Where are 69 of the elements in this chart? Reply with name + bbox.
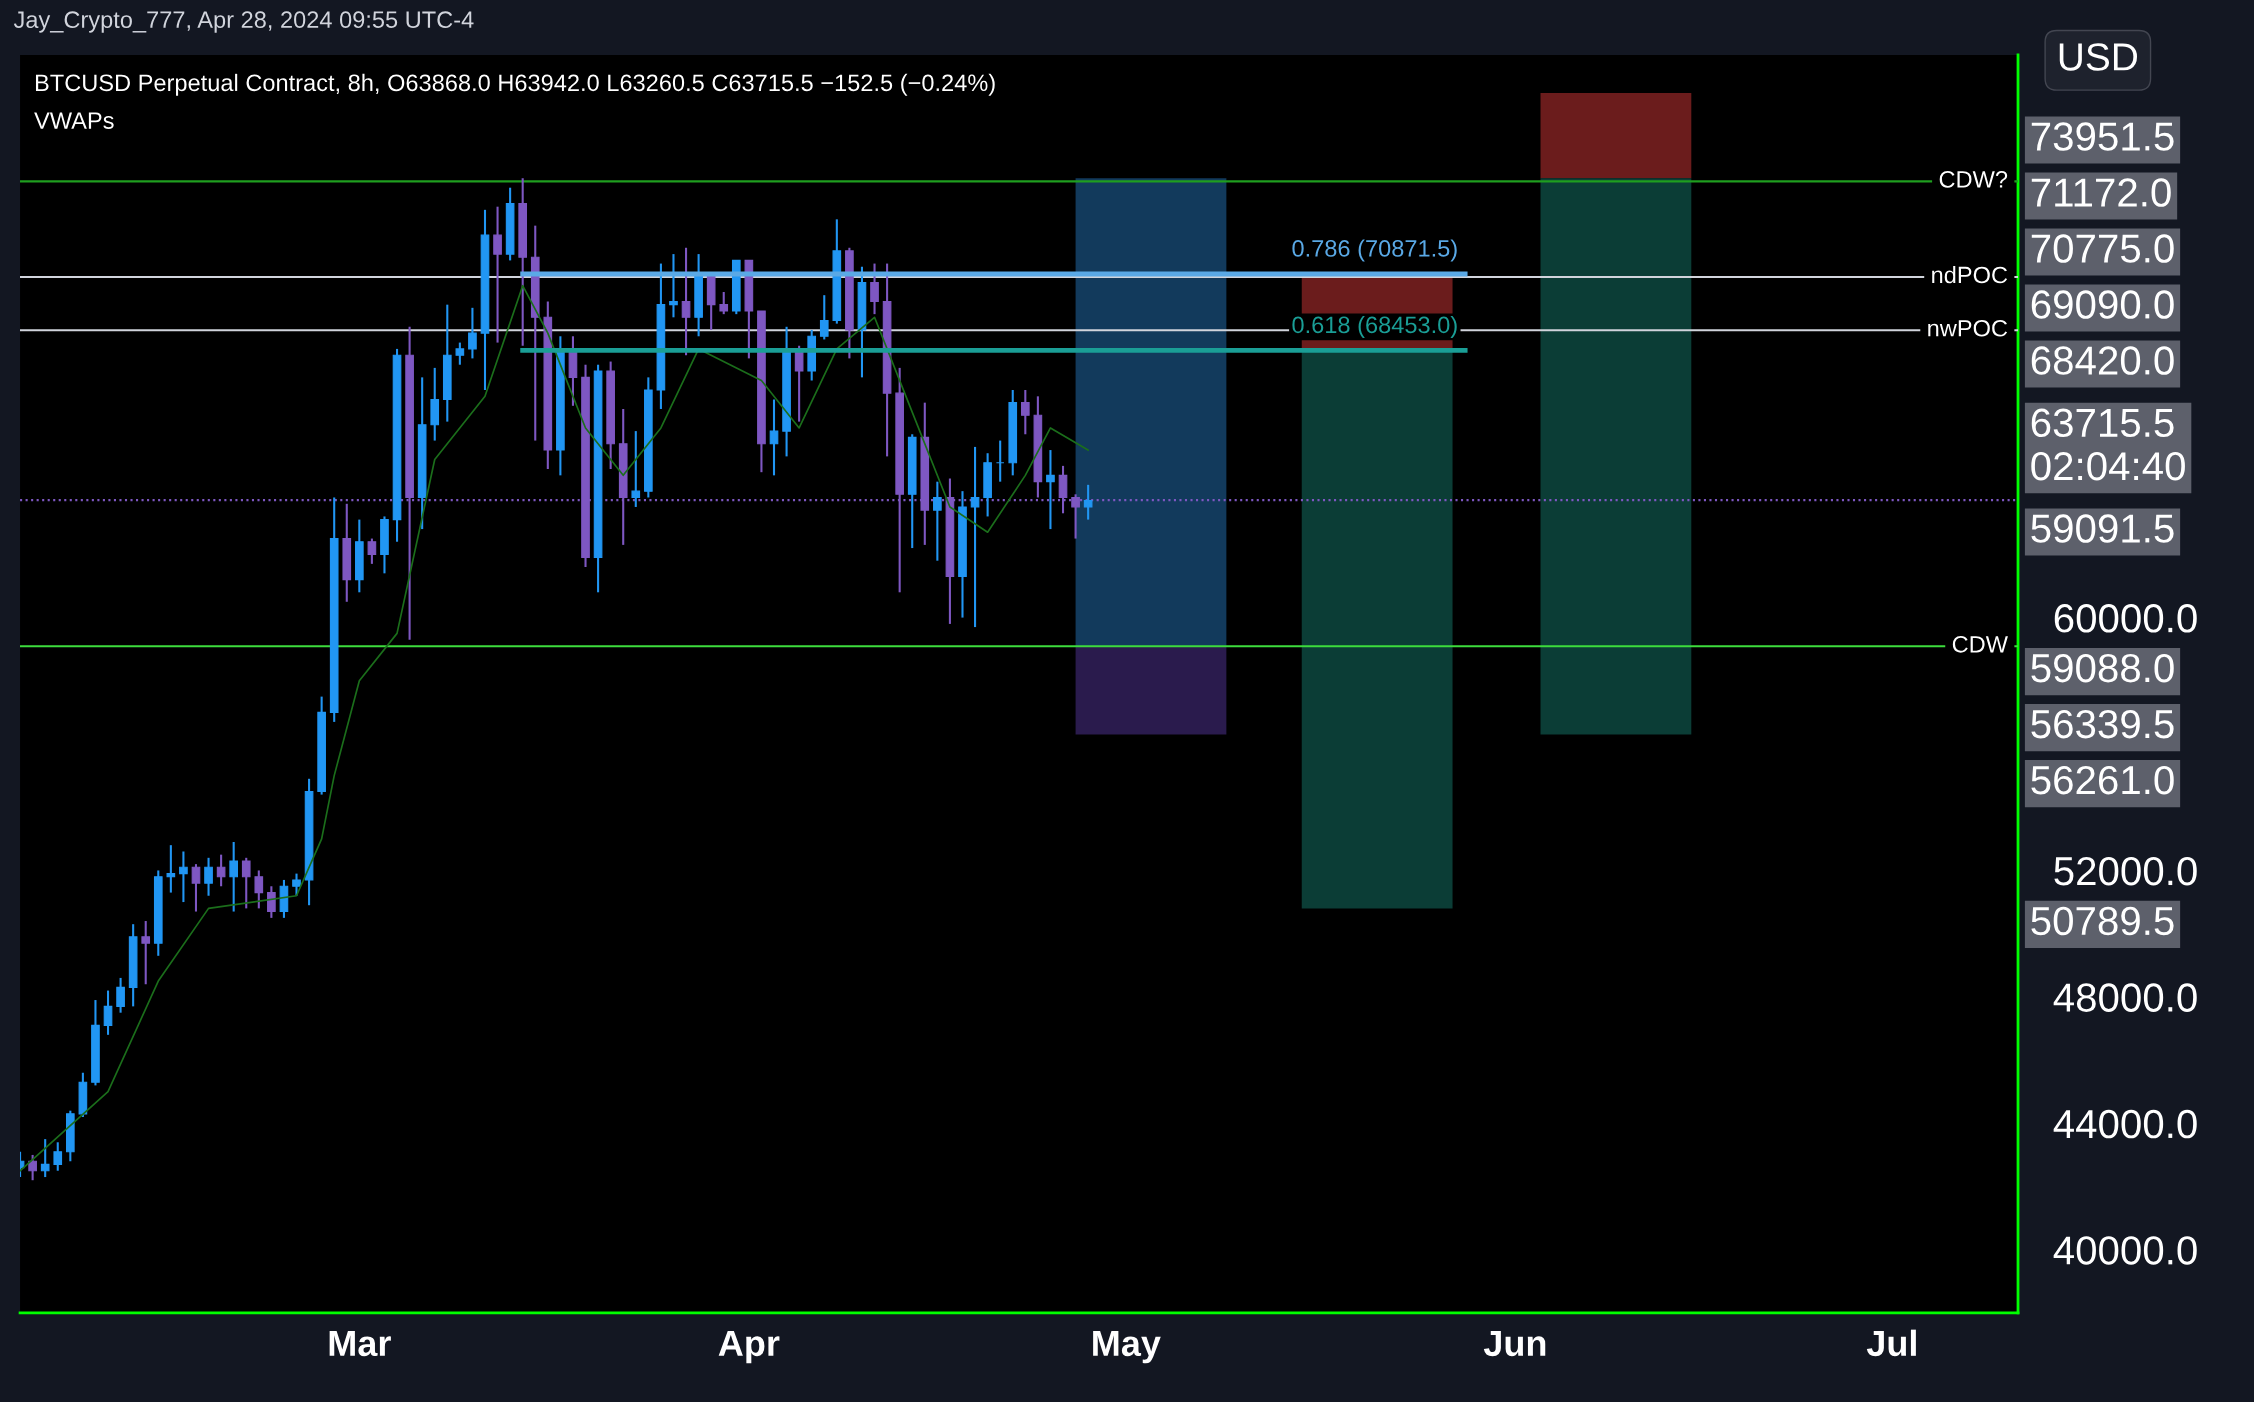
series-label: 0.618 (68453.0) bbox=[1292, 315, 1457, 338]
candlestick bbox=[204, 856, 213, 897]
candlestick bbox=[28, 1153, 37, 1182]
x-tick-label: Mar bbox=[329, 1330, 391, 1357]
text: 56339.5 bbox=[2031, 709, 2174, 739]
y-tick-label: 60000.0 bbox=[2054, 604, 2197, 633]
candlestick bbox=[216, 853, 226, 888]
text: 70775.0 bbox=[2031, 234, 2174, 263]
text: 50789.5 bbox=[2031, 906, 2174, 936]
text: 59091.5 bbox=[2031, 514, 2174, 543]
candlestick bbox=[669, 253, 678, 319]
text: Jay_Crypto_777, Apr 28, 2024 09:55 UTC-4 bbox=[13, 11, 474, 33]
text: 68420.0 bbox=[2031, 346, 2174, 375]
candlestick bbox=[819, 294, 829, 341]
bar bbox=[1075, 178, 1227, 647]
y-tick-label: 52000.0 bbox=[2054, 856, 2197, 886]
ref-line-label: CDW bbox=[1952, 635, 2008, 653]
candlestick bbox=[970, 445, 980, 629]
candlestick bbox=[292, 872, 301, 897]
candlestick bbox=[1083, 483, 1093, 521]
ref-line-label: CDW? bbox=[1939, 171, 2008, 188]
x-tick-label: Jul bbox=[1866, 1329, 1916, 1357]
series-label: 0.786 (70871.5) bbox=[1292, 239, 1457, 262]
ref-line-label: ndPOC bbox=[1932, 266, 2008, 284]
text: VWAPs bbox=[34, 112, 114, 129]
y-axis-title: USD bbox=[2059, 43, 2138, 71]
text: 59088.0 bbox=[2031, 653, 2174, 683]
x-tick-label: Apr bbox=[718, 1330, 780, 1364]
bar bbox=[1540, 178, 1692, 735]
line-series bbox=[20, 284, 1089, 1172]
candlestick bbox=[1046, 449, 1055, 531]
text: BTCUSD Perpetual Contract, 8h, O63868.0 H63942.0 L63260.5 C63715.5 −152.5 (−0.24%) bbox=[35, 73, 995, 96]
candlestick bbox=[681, 246, 691, 357]
candlestick bbox=[40, 1138, 50, 1179]
candlestick bbox=[1020, 388, 1030, 436]
bar bbox=[1075, 646, 1227, 735]
x-tick-label: May bbox=[1093, 1330, 1161, 1364]
candlestick bbox=[769, 398, 779, 477]
candlestick bbox=[468, 306, 477, 360]
candlestick bbox=[933, 480, 942, 562]
ref-line-label: nwPOC bbox=[1928, 319, 2008, 337]
candlestick bbox=[367, 537, 377, 565]
bar bbox=[1540, 92, 1692, 179]
x-tick-label: Jun bbox=[1483, 1330, 1546, 1357]
y-tick-label: 48000.0 bbox=[2053, 983, 2197, 1012]
candlestick bbox=[631, 430, 641, 508]
text: 56261.0 bbox=[2031, 765, 2174, 795]
candlestick bbox=[267, 885, 276, 919]
candlestick bbox=[870, 262, 879, 316]
y-tick-label: 44000.0 bbox=[2053, 1109, 2197, 1139]
text: 71172.0 bbox=[2031, 178, 2171, 207]
candlestick bbox=[191, 863, 201, 913]
candlestick bbox=[241, 856, 251, 910]
candlestick bbox=[455, 341, 465, 366]
candlestick bbox=[254, 869, 264, 910]
candlestick bbox=[116, 976, 125, 1014]
bar bbox=[1301, 352, 1453, 909]
candlestick bbox=[229, 840, 239, 913]
text: 73951.5 bbox=[2031, 122, 2174, 151]
candlestick bbox=[179, 850, 188, 904]
text: 63715.5 02:04:40 bbox=[2031, 408, 2185, 481]
text: 69090.0 bbox=[2031, 290, 2174, 319]
candlestick bbox=[103, 989, 113, 1036]
candlestick bbox=[493, 205, 502, 344]
candlestick bbox=[53, 1141, 63, 1172]
candlestick bbox=[141, 919, 151, 986]
candlestick bbox=[719, 290, 729, 316]
candlestick bbox=[166, 844, 176, 894]
y-tick-label: 40000.0 bbox=[2053, 1236, 2197, 1265]
